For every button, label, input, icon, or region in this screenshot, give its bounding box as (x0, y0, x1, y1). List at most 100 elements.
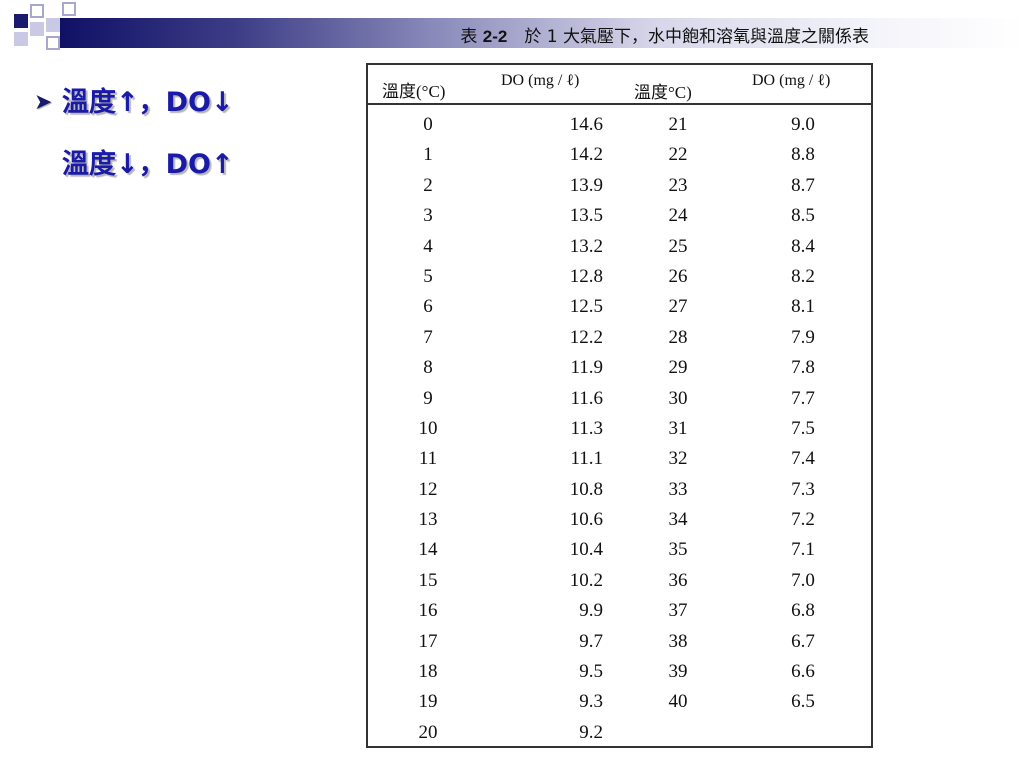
cell-temp-1: 5 (423, 265, 433, 287)
cell-temp-1: 15 (418, 569, 438, 591)
table-row: 18 9.5 39 6.6 (368, 657, 871, 687)
table-row: 12 10.8 33 7.3 (368, 475, 871, 505)
table-row: 14 10.4 35 7.1 (368, 535, 871, 565)
cell-do-2: 8.8 (791, 144, 815, 166)
cell-do-1: 10.4 (569, 539, 603, 561)
cell-temp-2: 33 (668, 478, 688, 500)
cell-temp-2: 36 (668, 569, 688, 591)
table-row: 6 12.5 27 8.1 (368, 292, 871, 322)
cell-temp-1: 11 (418, 448, 438, 470)
cell-temp-1: 13 (418, 509, 438, 531)
table-row: 9 11.6 30 7.7 (368, 384, 871, 414)
cell-temp-1: 19 (418, 691, 438, 713)
cell-do-2: 7.0 (791, 569, 815, 591)
cell-temp-1: 8 (423, 357, 433, 379)
table-row: 8 11.9 29 7.8 (368, 353, 871, 383)
table-row: 4 13.2 25 8.4 (368, 232, 871, 262)
cell-do-1: 11.6 (570, 387, 603, 409)
cell-do-1: 12.8 (569, 265, 603, 287)
slide-title: 表 2-2 於 1 大氣壓下，水中飽和溶氧與溫度之關係表 (460, 22, 869, 47)
cell-temp-2: 27 (668, 296, 688, 318)
cell-temp-2: 37 (668, 600, 688, 622)
cell-do-1: 9.9 (579, 600, 603, 622)
table-row: 16 9.9 37 6.8 (368, 596, 871, 626)
table-header: 溫度(°C) DO (mg / ℓ) 溫度°C) DO (mg / ℓ) (368, 65, 871, 105)
cell-do-2: 7.4 (791, 448, 815, 470)
title-prefix: 表 (460, 27, 483, 47)
cell-do-2: 6.5 (791, 691, 815, 713)
cell-temp-2: 24 (668, 205, 688, 227)
cell-do-2: 7.7 (791, 387, 815, 409)
corner-square-1 (14, 14, 28, 28)
bullet-list: ➤ 溫度↑，DO↓ 溫度↓，DO↑ (34, 72, 234, 196)
cell-temp-1: 1 (423, 144, 433, 166)
table-row: 5 12.8 26 8.2 (368, 262, 871, 292)
cell-temp-1: 9 (423, 387, 433, 409)
cell-do-1: 9.3 (579, 691, 603, 713)
bullet-text-2: 溫度↓，DO↑ (62, 149, 234, 180)
header-do-1: DO (mg / ℓ) (501, 72, 580, 89)
cell-do-1: 11.1 (570, 448, 603, 470)
cell-do-1: 11.9 (570, 357, 603, 379)
title-bar (60, 18, 1024, 48)
cell-do-2: 8.4 (791, 235, 815, 257)
cell-temp-2: 21 (668, 114, 688, 135)
cell-do-1: 10.8 (569, 478, 603, 500)
cell-temp-1: 6 (423, 296, 433, 318)
corner-square-7 (14, 32, 28, 46)
table-row: 15 10.2 36 7.0 (368, 566, 871, 596)
cell-do-1: 9.7 (579, 630, 603, 652)
cell-do-2: 7.1 (791, 539, 815, 561)
arrow-bullet-icon: ➤ (34, 90, 53, 115)
cell-do-1: 12.2 (569, 326, 603, 348)
cell-do-2: 9.0 (791, 114, 815, 135)
table-row: 13 10.6 34 7.2 (368, 505, 871, 535)
bullet-item-2: 溫度↓，DO↑ (34, 134, 234, 196)
cell-do-1: 13.9 (569, 174, 603, 196)
cell-do-2: 7.5 (791, 417, 815, 439)
cell-temp-2: 31 (668, 417, 688, 439)
cell-temp-1: 4 (423, 235, 433, 257)
table-row: 17 9.7 38 6.7 (368, 627, 871, 657)
cell-do-1: 9.5 (579, 661, 603, 683)
header-do-2: DO (mg / ℓ) (752, 72, 831, 89)
table-body: 0 14.6 21 9.0 1 14.2 22 8.8 2 13.9 23 8.7 3 13.5 24 8.5… (368, 110, 871, 748)
cell-do-1: 13.2 (569, 235, 603, 257)
corner-square-6 (46, 36, 60, 50)
cell-do-2: 7.2 (791, 509, 815, 531)
cell-temp-2: 34 (668, 509, 688, 531)
cell-do-2: 6.6 (791, 661, 815, 683)
cell-temp-1: 3 (423, 205, 433, 227)
cell-do-2: 7.3 (791, 478, 815, 500)
bullet-item-1: ➤ 溫度↑，DO↓ (34, 72, 234, 134)
cell-temp-1: 16 (418, 600, 438, 622)
cell-temp-2: 28 (668, 326, 688, 348)
table-row: 10 11.3 31 7.5 (368, 414, 871, 444)
cell-do-2: 7.8 (791, 357, 815, 379)
cell-do-1: 14.6 (569, 114, 603, 135)
cell-do-1: 13.5 (569, 205, 603, 227)
cell-temp-2: 32 (668, 448, 688, 470)
table-row: 19 9.3 40 6.5 (368, 687, 871, 717)
cell-temp-2: 30 (668, 387, 688, 409)
cell-do-2: 8.5 (791, 205, 815, 227)
cell-do-1: 10.6 (569, 509, 603, 531)
cell-temp-1: 20 (418, 721, 438, 743)
cell-do-1: 14.2 (569, 144, 603, 166)
cell-do-2: 8.2 (791, 265, 815, 287)
cell-temp-2: 35 (668, 539, 688, 561)
cell-temp-2: 40 (668, 691, 688, 713)
title-text: 於 1 大氣壓下，水中飽和溶氧與溫度之關係表 (507, 27, 869, 47)
cell-temp-2: 23 (668, 174, 688, 196)
cell-temp-1: 0 (423, 114, 433, 135)
cell-temp-1: 17 (418, 630, 438, 652)
table-row: 20 9.2 (368, 718, 871, 748)
cell-temp-1: 7 (423, 326, 433, 348)
cell-do-2: 6.8 (791, 600, 815, 622)
cell-temp-2: 25 (668, 235, 688, 257)
cell-do-1: 10.2 (569, 569, 603, 591)
cell-do-2: 8.7 (791, 174, 815, 196)
table-row: 3 13.5 24 8.5 (368, 201, 871, 231)
cell-temp-2: 29 (668, 357, 688, 379)
